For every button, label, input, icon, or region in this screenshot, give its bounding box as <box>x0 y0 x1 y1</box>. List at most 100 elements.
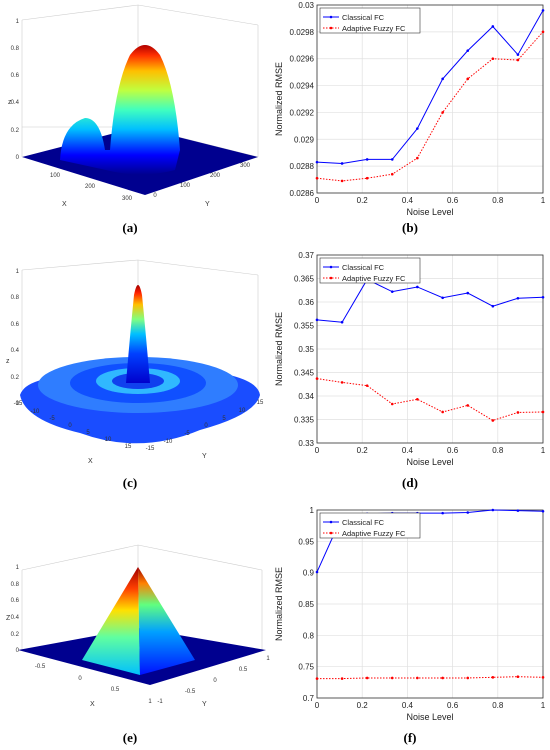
caption-f: (f) <box>403 730 417 745</box>
svg-text:10: 10 <box>239 408 246 414</box>
data-point <box>541 30 545 34</box>
svg-text:200: 200 <box>210 173 221 179</box>
svg-text:-0.5: -0.5 <box>35 664 46 670</box>
legend-marker <box>329 520 333 524</box>
data-point <box>541 296 545 299</box>
y-axis-label: Normalized RMSE <box>274 62 284 136</box>
y-tick-label: 0.0292 <box>290 108 315 117</box>
y-tick-label: 0.0286 <box>290 189 315 198</box>
svg-text:0.5: 0.5 <box>111 687 120 693</box>
x-axis-label: Noise Level <box>406 457 453 467</box>
svg-text:1: 1 <box>266 656 270 662</box>
data-point <box>466 291 470 295</box>
y-tick-labels: -1 -0.5 0 0.5 1 <box>157 656 270 705</box>
data-point <box>516 509 520 512</box>
pyramid-face-right <box>138 567 195 675</box>
x-tick-label: 0 <box>315 701 320 710</box>
svg-text:5: 5 <box>86 430 90 436</box>
data-point <box>315 160 319 164</box>
svg-text:100: 100 <box>50 173 61 179</box>
x-tick-label: 0.2 <box>357 701 369 710</box>
legend-label: Classical FC <box>342 13 385 22</box>
data-point <box>416 127 419 130</box>
svg-text:0.6: 0.6 <box>11 598 20 604</box>
data-point <box>390 290 394 293</box>
data-point <box>516 296 520 300</box>
svg-text:0.5: 0.5 <box>239 667 248 673</box>
svg-text:10: 10 <box>105 437 112 443</box>
caption-a: (a) <box>122 220 138 235</box>
x-tick-label: 0.4 <box>402 446 414 455</box>
svg-text:0.4: 0.4 <box>11 348 20 354</box>
svg-text:200: 200 <box>85 184 96 190</box>
y-tick-label: 0.355 <box>294 322 315 331</box>
legend-marker <box>329 26 333 30</box>
legend-label: Adaptive Fuzzy FC <box>342 529 406 538</box>
svg-text:0: 0 <box>68 423 72 429</box>
data-point <box>416 285 419 289</box>
data-point <box>516 411 520 414</box>
data-point <box>441 511 444 515</box>
data-point <box>491 57 495 61</box>
data-point <box>416 397 419 401</box>
data-point <box>315 176 319 180</box>
y-tick-label: 0.37 <box>298 251 314 260</box>
x-tick-labels: -0.5 0 0.5 1 <box>35 664 153 705</box>
svg-text:-0.5: -0.5 <box>185 689 196 695</box>
data-point <box>516 675 520 678</box>
data-point <box>315 677 319 680</box>
data-point <box>491 25 495 28</box>
svg-text:-15: -15 <box>146 446 155 452</box>
y-tick-label: 0.0288 <box>290 162 315 171</box>
x-tick-label: 0.6 <box>447 196 459 205</box>
x-tick-label: 0.8 <box>492 446 504 455</box>
legend: Classical FC Adaptive Fuzzy FC <box>319 7 421 34</box>
data-point <box>441 410 444 414</box>
caption-e: (e) <box>122 730 138 745</box>
x-tick-label: 0.6 <box>447 701 459 710</box>
y-tick-label: 0.35 <box>298 345 314 354</box>
plot-frame <box>316 4 544 194</box>
series-line-0 <box>316 278 544 323</box>
svg-text:100: 100 <box>180 183 191 189</box>
data-point <box>441 111 444 114</box>
data-point <box>491 304 495 308</box>
data-point <box>416 676 419 680</box>
data-point <box>340 162 344 165</box>
y-tick-label: 0.9 <box>303 569 315 578</box>
surface-mesh <box>60 45 180 175</box>
legend-marker <box>329 276 333 280</box>
data-point <box>315 318 319 322</box>
data-point <box>516 58 520 62</box>
x-tick-label: 0.2 <box>357 446 369 455</box>
data-point <box>541 410 545 414</box>
y-axis-label: Y <box>202 453 207 460</box>
x-tick-label: 0.4 <box>402 196 414 205</box>
svg-text:-15: -15 <box>14 401 23 407</box>
z-tick-labels: 0 0.2 0.4 0.6 0.8 1 <box>11 269 20 407</box>
data-point <box>441 77 444 81</box>
surface-plot-c: 0 0.2 0.4 0.6 0.8 1 z -15 -10 -5 0 5 10 … <box>6 259 264 465</box>
data-point <box>466 77 470 81</box>
line-chart-d: 0.33 0.335 0.34 0.345 0.35 0.355 0.36 0.365 0.37… <box>274 251 546 467</box>
y-tick-label: 0.7 <box>303 694 315 703</box>
x-tick-label: 0 <box>315 196 320 205</box>
data-point <box>541 676 545 679</box>
y-tick-label: 0.0296 <box>290 55 315 64</box>
y-tick-label: 0.029 <box>294 135 315 144</box>
legend-marker <box>329 531 333 535</box>
svg-text:0.8: 0.8 <box>11 295 20 301</box>
line-chart-b: 0.0286 0.0288 0.029 0.0292 0.0294 0.0296 0.029… <box>274 1 546 217</box>
plot-frame <box>316 509 544 699</box>
y-tick-label: 0.36 <box>298 298 314 307</box>
z-axis-label: z <box>8 99 12 106</box>
surface-plot-e: 0 0.2 0.4 0.6 0.8 1 Z -0.5 0 0.5 1 X -1 … <box>6 544 270 708</box>
x-tick-label: 1 <box>541 196 546 205</box>
legend-marker <box>329 265 333 269</box>
y-tick-label: 0.345 <box>294 369 315 378</box>
x-axis-label: X <box>88 458 93 465</box>
svg-text:0: 0 <box>78 676 82 682</box>
data-point <box>466 49 470 52</box>
svg-text:0: 0 <box>16 648 20 654</box>
series-line-1 <box>316 31 544 182</box>
